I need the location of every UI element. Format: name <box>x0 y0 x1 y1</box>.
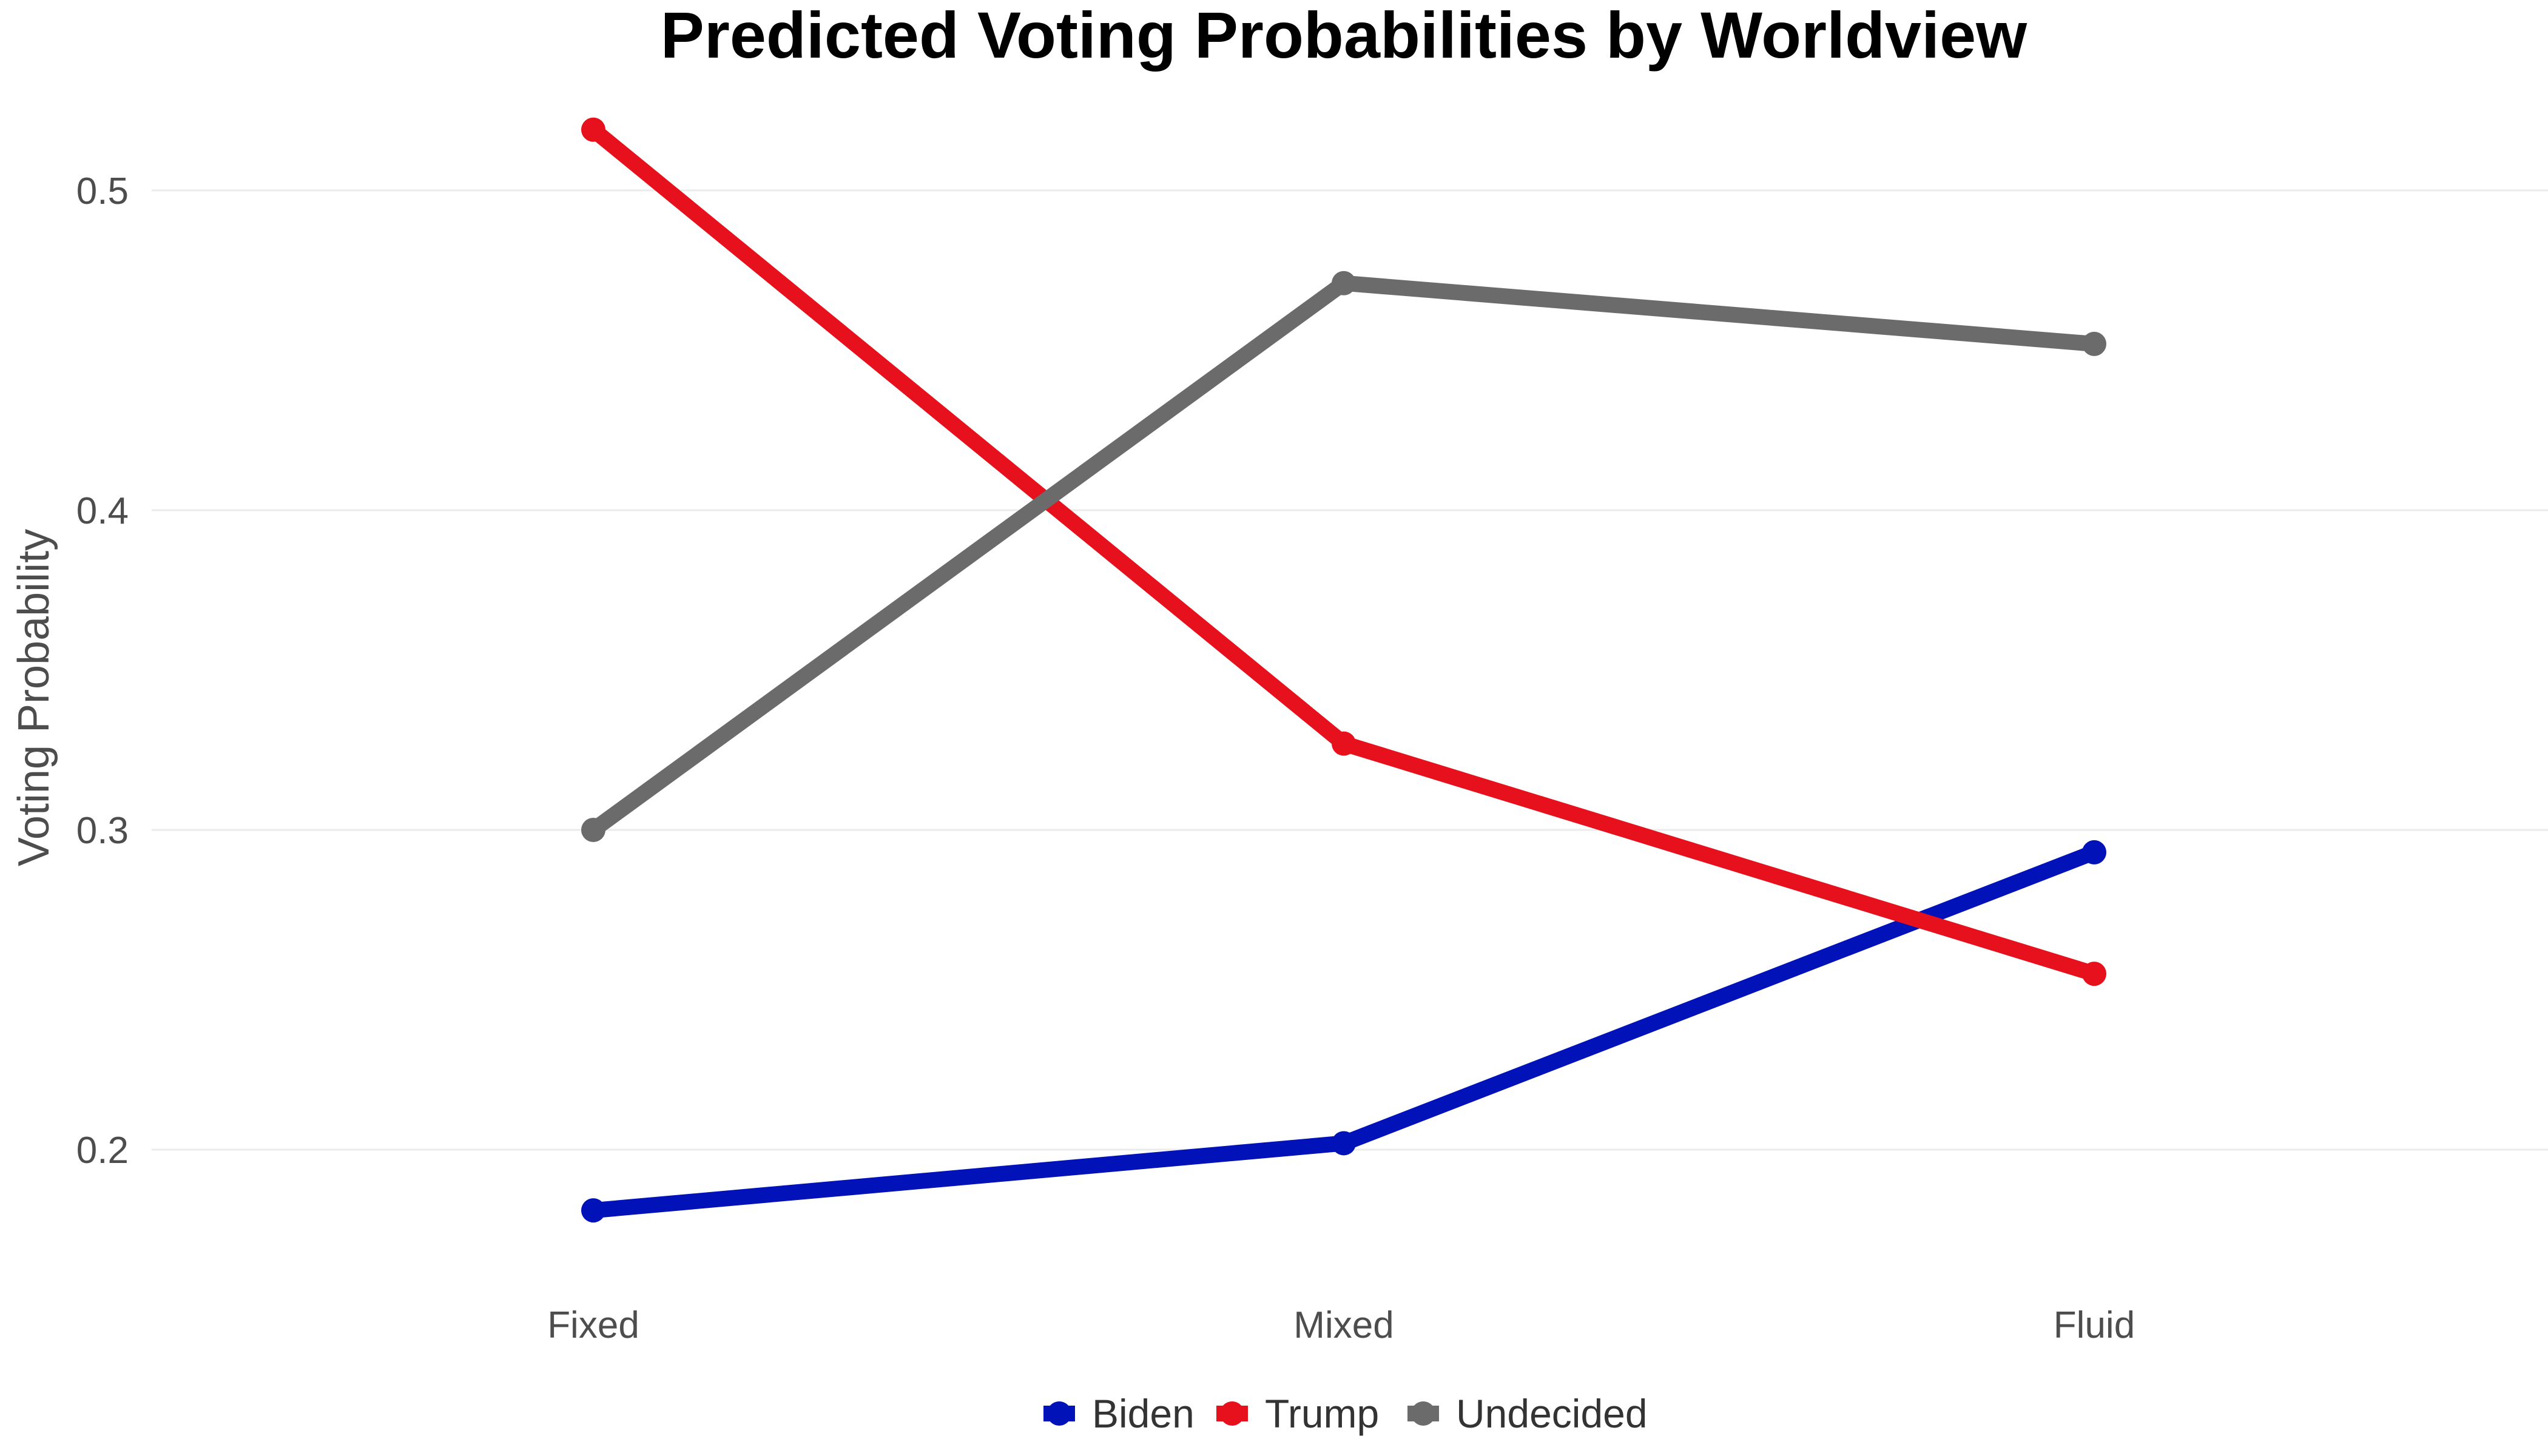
y-tick-label: 0.3 <box>76 810 129 852</box>
y-tick-label: 0.5 <box>76 170 129 212</box>
y-tick-label: 0.4 <box>76 490 129 532</box>
series-line <box>593 130 2094 974</box>
data-point <box>1332 271 1356 295</box>
data-point <box>2082 840 2106 864</box>
legend-item-biden: Biden <box>1043 1391 1195 1436</box>
y-axis-title: Voting Probability <box>10 529 58 866</box>
legend-item-undecided: Undecided <box>1407 1391 1648 1436</box>
data-point <box>2082 332 2106 356</box>
x-tick-label: Fixed <box>547 1304 639 1346</box>
legend-key-point <box>1047 1401 1071 1426</box>
data-point <box>1332 1131 1356 1155</box>
legend: Biden Trump Undecided <box>1043 1391 1648 1436</box>
series-biden <box>581 840 2106 1222</box>
series-undecided <box>581 271 2106 842</box>
data-point <box>581 118 605 142</box>
data-point <box>581 818 605 842</box>
series-layer <box>581 118 2106 1222</box>
legend-key-point <box>1411 1401 1435 1426</box>
gridlines <box>152 190 2548 1150</box>
x-tick-label: Mixed <box>1293 1304 1394 1346</box>
legend-key-point <box>1220 1401 1244 1426</box>
x-tick-label: Fluid <box>2054 1304 2135 1346</box>
data-point <box>2082 962 2106 986</box>
legend-label: Trump <box>1265 1391 1379 1436</box>
legend-label: Biden <box>1092 1391 1195 1436</box>
chart-title: Predicted Voting Probabilities by Worldv… <box>661 0 2027 72</box>
y-tick-labels: 0.2 0.3 0.4 0.5 <box>76 170 129 1171</box>
series-trump <box>581 118 2106 986</box>
y-tick-label: 0.2 <box>76 1130 129 1171</box>
data-point <box>1332 732 1356 756</box>
x-tick-labels: Fixed Mixed Fluid <box>547 1304 2135 1346</box>
data-point <box>581 1198 605 1222</box>
legend-item-trump: Trump <box>1216 1391 1379 1436</box>
legend-label: Undecided <box>1456 1391 1648 1436</box>
